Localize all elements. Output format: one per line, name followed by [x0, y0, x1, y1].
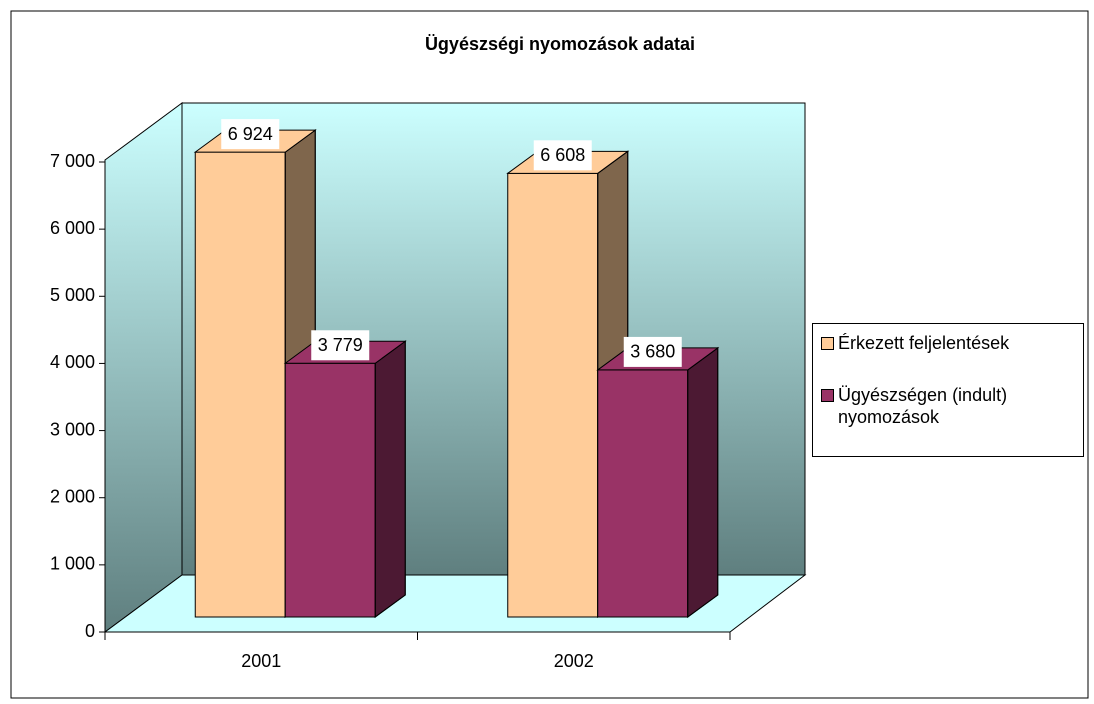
y-tick-label: 6 000 [50, 218, 95, 238]
legend-entry: Ügyészségen (indult) nyomozások [821, 384, 1078, 428]
x-tick-label: 2002 [554, 651, 594, 671]
legend: Érkezett feljelentések Ügyészségen (indul… [812, 323, 1084, 457]
data-label: 3 779 [318, 335, 363, 355]
y-tick-label: 2 000 [50, 486, 95, 506]
y-tick-label: 3 000 [50, 419, 95, 439]
legend-label: Érkezett feljelentések [838, 333, 1010, 353]
bar-side-shade [374, 340, 406, 618]
bar-side-shade [687, 346, 719, 618]
y-tick-label: 1 000 [50, 554, 95, 574]
data-label-box [221, 119, 280, 150]
data-label-box [533, 140, 592, 171]
bar-front [507, 172, 599, 618]
side-wall [104, 102, 183, 633]
y-tick-label: 4 000 [50, 352, 95, 372]
chart-title: Ügyészségi nyomozások adatai [425, 34, 695, 54]
data-label-box [623, 336, 682, 367]
y-tick-label: 5 000 [50, 285, 95, 305]
legend-swatch [821, 337, 834, 350]
data-label: 3 680 [630, 342, 675, 362]
y-tick-label: 0 [85, 621, 95, 641]
legend-swatch [821, 389, 834, 402]
y-tick-label: 7 000 [50, 151, 95, 171]
x-tick-label: 2001 [241, 651, 281, 671]
legend-label: Ügyészségen (indult) nyomozások [838, 385, 1008, 427]
bar-front [284, 362, 376, 618]
data-label: 6 924 [228, 124, 273, 144]
bar-front [194, 151, 286, 618]
legend-entry: Érkezett feljelentések [821, 332, 1078, 354]
data-label-box [311, 330, 370, 361]
bar-front [597, 369, 689, 618]
data-label: 6 608 [540, 145, 585, 165]
